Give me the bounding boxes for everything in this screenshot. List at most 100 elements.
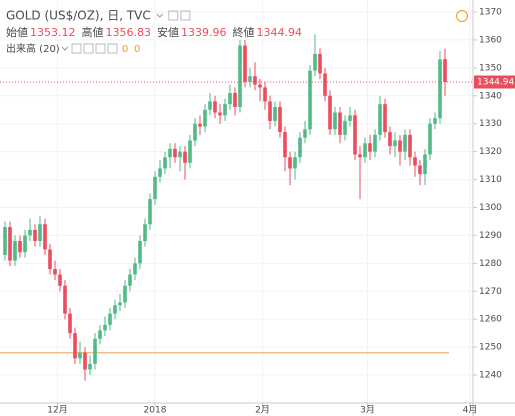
candle-body [3, 227, 7, 255]
candle-body [423, 154, 427, 174]
ohlc-label: 始値 [6, 25, 28, 39]
candle-body [188, 140, 192, 163]
y-tick-label: 1340 [479, 91, 502, 101]
candle-body [43, 224, 47, 250]
candle-body [338, 112, 342, 135]
dropdown-icon[interactable] [61, 46, 69, 51]
candle-body [153, 176, 157, 200]
candle-body [68, 313, 72, 334]
candle-body [408, 134, 412, 158]
candle-body [208, 101, 212, 110]
candle-body [313, 53, 317, 71]
candle-body [438, 59, 442, 119]
candle-body [243, 45, 247, 82]
candle-body [168, 148, 172, 158]
candle-body [103, 324, 107, 331]
volume-value: 0 [134, 44, 140, 55]
y-tick-label: 1270 [479, 287, 502, 297]
candle-body [18, 241, 22, 253]
settings-icon[interactable] [83, 43, 94, 54]
candle-body [258, 84, 262, 88]
candle-body [23, 235, 27, 253]
settings-icon[interactable] [95, 43, 106, 54]
candle-body [363, 143, 367, 158]
y-tick-label: 1300 [479, 203, 502, 213]
y-tick-label: 1330 [479, 119, 502, 129]
candle-body [223, 104, 227, 116]
y-tick-label: 1370 [479, 8, 502, 18]
ohlc-label: 終値 [233, 25, 255, 39]
candle-body [233, 93, 237, 107]
candle-body [238, 45, 242, 107]
settings-icon[interactable] [71, 43, 82, 54]
candle-body [163, 157, 167, 169]
candle-body [178, 151, 182, 158]
volume-label: 出来高 (20) [6, 42, 60, 55]
candle-body [403, 134, 407, 152]
candle-body [273, 106, 277, 121]
candle-body [283, 132, 287, 158]
candle-body [298, 137, 302, 158]
candle-body [78, 352, 82, 359]
candle-body [143, 224, 147, 242]
candle-body [278, 106, 282, 133]
candle-body [308, 70, 312, 130]
y-tick-label: 1350 [479, 63, 502, 73]
ohlc-label: 高値 [82, 25, 104, 39]
candle-body [388, 132, 392, 147]
candle-body [148, 199, 152, 225]
candle-body [368, 143, 372, 152]
candle-body [113, 305, 117, 314]
ohlc-value: 1344.94 [257, 26, 303, 39]
candle-body [33, 229, 37, 242]
candle-body [333, 112, 337, 130]
y-tick-label: 1280 [479, 259, 502, 269]
candle-body [378, 104, 382, 135]
close-icon[interactable] [107, 43, 118, 54]
settings-icon [168, 10, 179, 21]
candle-body [93, 338, 97, 364]
y-tick-label: 1360 [479, 35, 502, 45]
candle-body [348, 115, 352, 121]
volume-value: 0 [122, 44, 128, 55]
ohlc-label: 安値 [157, 25, 179, 39]
candle-body [398, 140, 402, 152]
candle-body [198, 123, 202, 127]
candle-body [303, 129, 307, 138]
settings-icon [180, 10, 191, 21]
candle-body [63, 285, 67, 314]
candle-body [218, 112, 222, 116]
last-price-label: 1344.94 [477, 77, 514, 87]
candle-body [323, 73, 327, 96]
candle-body [318, 53, 322, 74]
candle-body [203, 109, 207, 127]
y-tick-label: 1250 [479, 343, 502, 353]
candle-body [58, 274, 62, 286]
y-tick-label: 1240 [479, 371, 502, 381]
candle-body [83, 352, 87, 370]
x-tick-label: 2月 [255, 405, 270, 416]
candle-body [158, 168, 162, 177]
candle-body [328, 95, 332, 130]
candle-body [193, 123, 197, 141]
candle-body [98, 330, 102, 339]
info-icon[interactable] [456, 10, 468, 22]
y-tick-label: 1260 [479, 315, 502, 325]
candle-body [28, 229, 32, 236]
candle-body [88, 363, 92, 370]
candle-body [263, 87, 267, 102]
candle-body [183, 151, 187, 163]
candle-body [358, 154, 362, 158]
x-tick-label: 3月 [360, 405, 375, 416]
chart-title: GOLD (US$/OZ), 日, TVC [6, 9, 151, 23]
candle-body [443, 59, 447, 82]
candle-body [393, 140, 397, 147]
candle-body [413, 157, 417, 166]
candle-body [73, 333, 77, 359]
candle-body [293, 157, 297, 169]
candle-body [418, 165, 422, 174]
last-price-box [474, 75, 515, 89]
candle-body [123, 285, 127, 303]
y-tick-label: 1310 [479, 175, 502, 185]
